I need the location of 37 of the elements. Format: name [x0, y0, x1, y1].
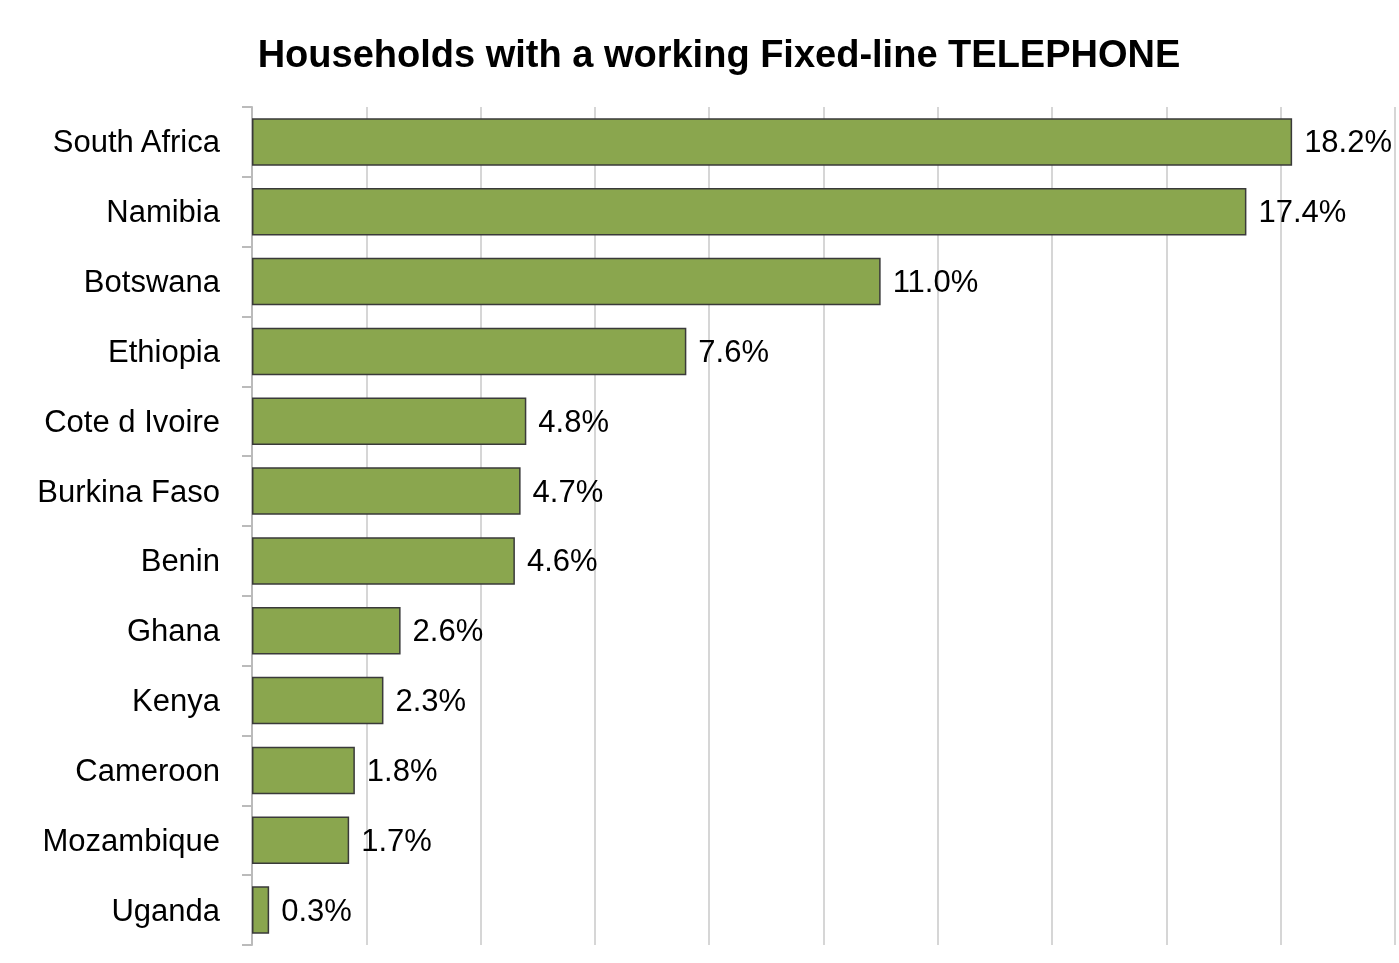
data-label: 1.7%	[361, 822, 432, 858]
bar	[252, 607, 401, 655]
bar	[252, 188, 1247, 236]
data-label: 4.7%	[532, 473, 604, 509]
bar	[252, 746, 355, 795]
bar	[252, 676, 384, 725]
data-label: 4.8%	[538, 403, 609, 439]
data-label: 1.8%	[366, 752, 438, 788]
bar	[252, 467, 521, 515]
data-label: 4.6%	[526, 543, 598, 579]
data-label: 18.2%	[1304, 124, 1393, 160]
y-tick-label: Burkina Faso	[37, 473, 220, 509]
y-tick-label: Mozambique	[42, 822, 220, 858]
data-label: 0.3%	[281, 892, 352, 928]
y-tick-label: Cameroon	[75, 752, 220, 788]
y-tick-label: Kenya	[132, 683, 221, 719]
y-tick-label: Benin	[140, 543, 220, 579]
bar	[252, 886, 270, 934]
y-tick-label: Ghana	[126, 613, 221, 649]
bar	[252, 816, 350, 864]
bar	[252, 537, 515, 585]
bar	[252, 327, 687, 376]
data-label: 2.6%	[412, 613, 484, 649]
data-label: 2.3%	[395, 683, 467, 719]
data-label: 7.6%	[698, 333, 770, 369]
bar	[252, 397, 527, 445]
data-label: 17.4%	[1258, 194, 1347, 230]
y-tick-label: Ethiopia	[107, 333, 221, 369]
y-tick-label: Cote d Ivoire	[44, 403, 220, 439]
bar	[252, 257, 881, 306]
y-tick-label: Namibia	[106, 194, 221, 230]
y-tick-label: Botswana	[83, 264, 221, 300]
data-label: 11.0%	[892, 264, 979, 300]
y-tick-label: South Africa	[52, 124, 221, 160]
chart-title: Households with a working Fixed-line TELEPHONE	[257, 33, 1181, 75]
y-tick-label: Uganda	[111, 892, 221, 928]
bar	[252, 118, 1293, 166]
